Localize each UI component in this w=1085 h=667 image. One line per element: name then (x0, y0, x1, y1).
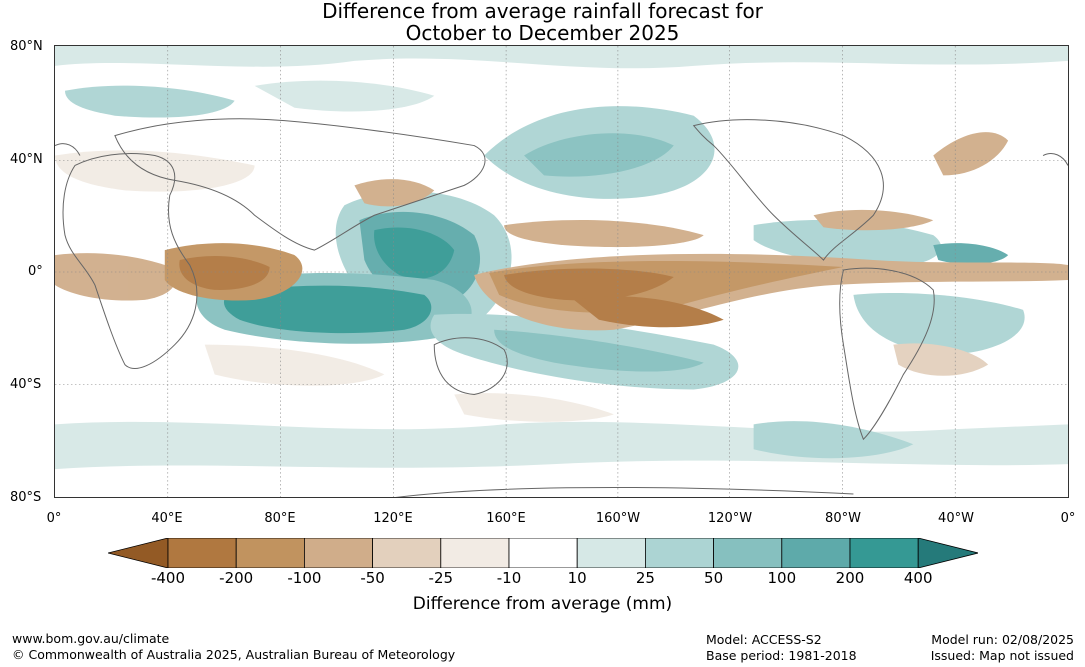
footer-issued: Issued: Map not issued (930, 648, 1074, 663)
colorbar-label: 10 (567, 569, 587, 587)
colorbar-box (508, 538, 578, 568)
lon-label-0-left: 0° (46, 511, 62, 526)
colorbar-box (167, 538, 237, 568)
legend-title: Difference from average (mm) (412, 594, 673, 614)
footer-model-info: Model: ACCESS-S2 Base period: 1981-2018 (706, 632, 857, 664)
colorbar-label: 25 (635, 569, 655, 587)
coastlines (55, 118, 1068, 497)
lon-label-120w: 120°W (707, 511, 753, 526)
lon-label-40e: 40°E (151, 511, 183, 526)
colorbar-label: 200 (835, 569, 865, 587)
colorbar-label: -50 (360, 569, 385, 587)
title-line-1: Difference from average rainfall forecas… (322, 0, 763, 23)
lat-label-80s: 80°S (10, 490, 42, 505)
lon-label-80e: 80°E (264, 511, 296, 526)
lon-label-80w: 80°W (825, 511, 861, 526)
footer-run-info: Model run: 02/08/2025 Issued: Map not is… (931, 632, 1074, 664)
lon-label-40w: 40°W (938, 511, 974, 526)
colorbar-box (781, 538, 851, 568)
colorbar-label: 400 (903, 569, 933, 587)
footer-url: www.bom.gov.au/climate (12, 631, 170, 646)
colorbar-box (576, 538, 646, 568)
colorbar-label: 100 (767, 569, 797, 587)
footer-model-run: Model run: 02/08/2025 (931, 632, 1074, 647)
colorbar-arrow-high (917, 538, 978, 568)
anomaly-fields (55, 46, 1068, 470)
title-line-2: October to December 2025 (405, 21, 680, 45)
colorbar-label: -10 (496, 569, 522, 587)
footer-base-period: Base period: 1981-2018 (706, 648, 857, 663)
colorbar-label: -100 (287, 569, 322, 587)
colorbar-label: -25 (428, 569, 454, 587)
footer-left: www.bom.gov.au/climate © Commonwealth of… (12, 631, 455, 663)
lon-label-0-right: 0° (1060, 511, 1076, 526)
footer-copyright: © Commonwealth of Australia 2025, Austra… (12, 647, 456, 662)
footer-model: Model: ACCESS-S2 (706, 632, 822, 647)
colorbar-box (440, 538, 510, 568)
colorbar-box (645, 538, 715, 568)
colorbar-label: 50 (704, 569, 724, 587)
colorbar-arrow-low (108, 538, 169, 568)
colorbar-box (303, 538, 373, 568)
lat-label-0: 0° (28, 264, 43, 279)
colorbar-box (235, 538, 305, 568)
lat-label-40n: 40°N (10, 152, 43, 167)
rainfall-anomaly-map (54, 45, 1069, 498)
map-title: Difference from average rainfall forecas… (0, 0, 1085, 44)
graticule (55, 46, 1068, 497)
lat-label-40s: 40°S (10, 377, 42, 392)
legend-colorbar (108, 538, 978, 568)
lat-label-80n: 80°N (10, 39, 43, 54)
lon-label-160e: 160°E (486, 511, 526, 526)
lon-label-160w: 160°W (595, 511, 641, 526)
colorbar-label: -400 (150, 569, 186, 587)
lon-label-120e: 120°E (373, 511, 413, 526)
colorbar-box (849, 538, 919, 568)
colorbar-box (713, 538, 783, 568)
colorbar-box (372, 538, 442, 568)
colorbar-label: -200 (219, 569, 254, 587)
